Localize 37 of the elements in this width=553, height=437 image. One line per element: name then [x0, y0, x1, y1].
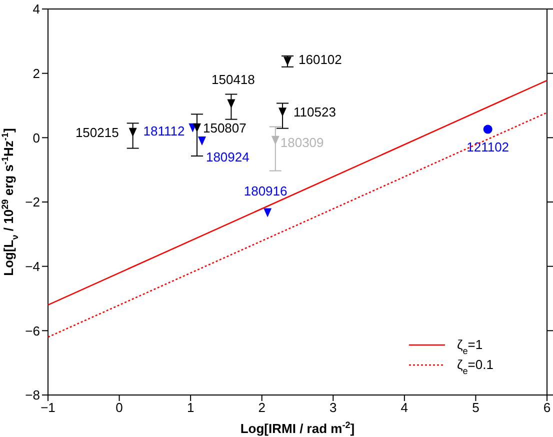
x-tick-label: 1: [186, 400, 194, 416]
y-tick-label: −8: [25, 388, 40, 403]
legend-label: ζ$_{e}$=1: [457, 337, 483, 356]
y-tick-label: 0: [32, 130, 40, 146]
series-label: 150215: [75, 124, 119, 140]
point: [284, 56, 292, 66]
x-tick-label: 6: [543, 400, 551, 416]
y-tick-label: 2: [32, 66, 40, 81]
x-tick-label: 2: [258, 400, 266, 416]
x-tick-label: 4: [400, 400, 408, 416]
series-label: 160102: [298, 52, 342, 67]
legend-label: ζ$_{e}$=0.1: [457, 357, 494, 376]
y-tick-label: −2: [25, 194, 40, 210]
series-label: 181112: [143, 123, 185, 138]
series-label: 180309: [280, 134, 324, 150]
x-axis-title: Log[IRMI / rad m$^{-2}$]: [240, 420, 355, 436]
series-label: 180924: [206, 150, 250, 165]
point: [227, 99, 236, 108]
point: [271, 136, 280, 145]
point: [264, 208, 272, 218]
x-tick-label: 5: [472, 400, 480, 416]
point: [483, 124, 492, 134]
series-label: 110523: [294, 104, 336, 120]
point: [128, 128, 137, 137]
y-tick-label: −6: [25, 323, 40, 338]
y-tick-label: 4: [32, 2, 40, 17]
point: [198, 136, 206, 146]
y-tick-label: −4: [25, 258, 40, 274]
x-tick-label: 0: [116, 400, 123, 416]
series-label: 180916: [244, 183, 288, 198]
point: [278, 108, 287, 117]
series-label: 150418: [212, 72, 255, 88]
series-label: 121102: [466, 139, 510, 154]
series-label: 150807: [202, 120, 246, 136]
x-tick-label: 3: [330, 400, 337, 416]
point: [192, 123, 201, 132]
x-tick-label: −1: [40, 400, 56, 416]
